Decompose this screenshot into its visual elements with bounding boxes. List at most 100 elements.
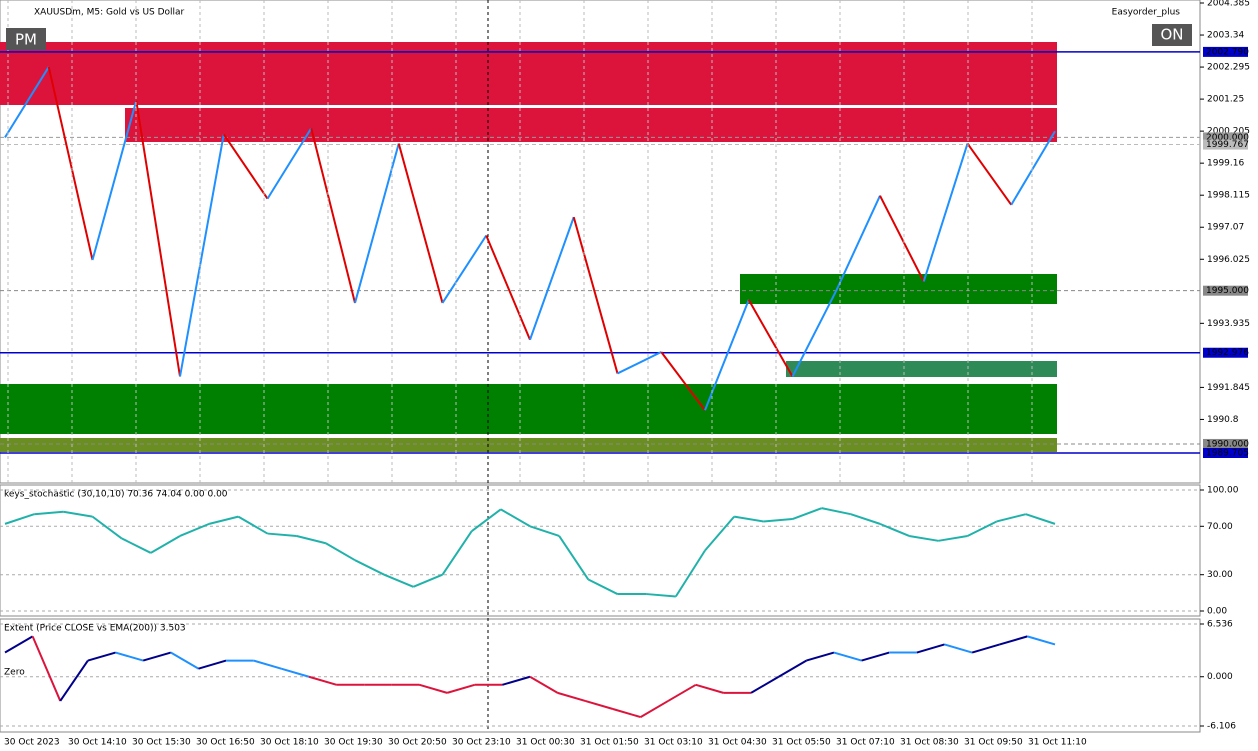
- zigzag-segment: [966, 142, 1013, 206]
- zigzag-segment: [266, 127, 313, 200]
- pm-button[interactable]: [6, 28, 46, 50]
- indicator-segment: [4, 635, 34, 654]
- y-tick-label: 100.00: [1207, 486, 1239, 496]
- price-level-label: 1999.767: [1206, 140, 1249, 150]
- zigzag-segment: [747, 299, 794, 378]
- demand-zone: [0, 384, 1057, 434]
- zigzag-segment: [47, 66, 94, 261]
- indicator-segment: [646, 593, 676, 598]
- y-tick-label: 1999.16: [1207, 159, 1244, 169]
- indicator-segment: [909, 534, 939, 542]
- y-tick-label: 2001.25: [1207, 95, 1244, 105]
- indicator-segment: [833, 651, 862, 662]
- indicator-segment: [695, 683, 724, 694]
- zigzag-segment: [135, 100, 181, 377]
- zigzag-segment: [310, 127, 356, 304]
- price-level-tag: [1203, 132, 1248, 143]
- x-tick-label: 30 Oct 14:10: [68, 738, 127, 748]
- indicator-segment: [999, 635, 1028, 646]
- indicator-segment: [253, 659, 282, 670]
- demand-zone: [740, 274, 1057, 304]
- zero-label: Zero: [4, 668, 25, 678]
- y-tick-label: 1996.025: [1207, 255, 1250, 265]
- y-tick-label: 1993.935: [1207, 319, 1250, 329]
- zigzag-segment: [617, 351, 662, 375]
- indicator-segment: [778, 659, 807, 678]
- price-level-tag: [1203, 285, 1248, 296]
- price-level-tag: [1203, 139, 1248, 150]
- indicator-segment: [121, 537, 152, 554]
- indicator-segment: [412, 573, 443, 588]
- y-tick-label: 0.00: [1207, 607, 1227, 617]
- indicator-segment: [558, 535, 590, 581]
- x-tick-label: 31 Oct 08:30: [900, 738, 959, 748]
- indicator-segment: [308, 675, 337, 686]
- indicator-segment: [861, 651, 890, 662]
- indicator-segment: [31, 635, 62, 702]
- zigzag-segment: [179, 134, 225, 377]
- zigzag-segment: [572, 216, 619, 374]
- indicator-segment: [63, 510, 93, 518]
- y-tick-label: -6.106: [1207, 722, 1236, 732]
- ea-name: Easyorder_plus: [1112, 8, 1181, 18]
- indicator-segment: [34, 510, 64, 516]
- y-tick-label: 2003.34: [1207, 31, 1244, 41]
- indicator-segment: [87, 651, 116, 662]
- x-tick-label: 30 Oct 15:30: [132, 738, 191, 748]
- indicator-segment: [471, 508, 502, 532]
- zigzag-segment: [529, 216, 575, 341]
- y-tick-label: 2002.295: [1207, 63, 1250, 73]
- zigzag-segment: [91, 100, 138, 261]
- on-button-label[interactable]: ON: [1160, 26, 1183, 44]
- x-tick-label: 30 Oct 23:10: [452, 738, 511, 748]
- indicator-segment: [674, 549, 706, 598]
- indicator-segment: [91, 515, 123, 540]
- indicator-segment: [237, 515, 269, 535]
- extent-title: Extent (Price CLOSE vs EMA(200)) 3.503: [4, 624, 186, 634]
- stochastic-title: keys_stochastic (30,10,10) 70.36 74.04 0…: [4, 490, 228, 500]
- stochastic-pane: [0, 484, 1201, 617]
- pm-button-label[interactable]: PM: [15, 31, 37, 49]
- indicator-segment: [208, 515, 239, 525]
- indicator-segment: [179, 522, 210, 537]
- indicator-segment: [750, 675, 780, 694]
- indicator-segment: [640, 700, 669, 718]
- x-tick-label: 30 Oct 2023: [4, 738, 60, 748]
- indicator-segment: [1025, 513, 1056, 525]
- zigzag-segment: [660, 351, 706, 411]
- zigzag-segment: [791, 290, 838, 377]
- on-button[interactable]: [1152, 24, 1192, 46]
- zigzag-segment: [441, 234, 488, 304]
- price-level-label: 1990.000: [1206, 439, 1249, 449]
- indicator-segment: [584, 699, 614, 710]
- zigzag-segment: [222, 133, 269, 200]
- y-tick-label: 1991.845: [1207, 383, 1250, 393]
- y-tick-label: 70.00: [1207, 522, 1233, 532]
- indicator-segment: [441, 530, 473, 576]
- indicator-segment: [529, 675, 559, 694]
- x-tick-label: 31 Oct 01:50: [580, 738, 639, 748]
- x-tick-label: 31 Oct 04:30: [708, 738, 767, 748]
- indicator-segment: [792, 507, 823, 520]
- indicator-segment: [267, 532, 297, 537]
- indicator-segment: [4, 513, 35, 525]
- indicator-segment: [59, 660, 89, 702]
- indicator-segment: [667, 683, 697, 702]
- y-tick-label: 6.536: [1207, 620, 1233, 630]
- indicator-segment: [971, 643, 1001, 654]
- indicator-segment: [916, 643, 945, 654]
- zigzag-segment: [354, 143, 400, 304]
- x-tick-label: 31 Oct 11:10: [1028, 738, 1087, 748]
- price-level-label: 1992.976: [1206, 348, 1249, 358]
- indicator-segment: [879, 522, 910, 537]
- y-tick-label: 1990.8: [1207, 415, 1239, 425]
- price-level-label: 1995.000: [1206, 286, 1249, 296]
- zigzag-segment: [4, 66, 50, 138]
- indicator-segment: [821, 507, 852, 516]
- symbol-title: XAUUSDm, M5: Gold vs US Dollar: [34, 8, 185, 18]
- x-tick-label: 30 Oct 19:30: [324, 738, 383, 748]
- zigzag-segment: [1010, 130, 1056, 206]
- indicator-segment: [198, 659, 227, 670]
- indicator-segment: [806, 651, 835, 662]
